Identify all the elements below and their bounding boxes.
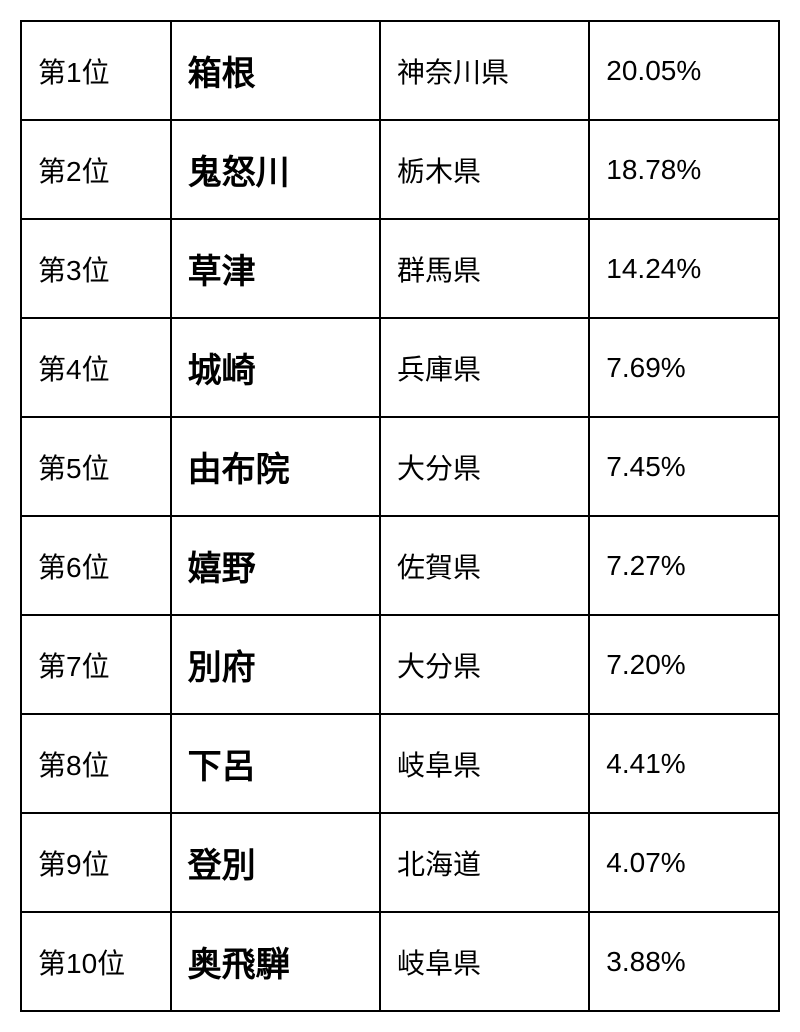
- name-cell: 城崎: [171, 318, 380, 417]
- percentage-cell: 7.45%: [589, 417, 779, 516]
- table-row: 第5位 由布院 大分県 7.45%: [21, 417, 779, 516]
- percentage-cell: 7.27%: [589, 516, 779, 615]
- prefecture-cell: 兵庫県: [380, 318, 589, 417]
- table-row: 第6位 嬉野 佐賀県 7.27%: [21, 516, 779, 615]
- name-cell: 別府: [171, 615, 380, 714]
- prefecture-cell: 大分県: [380, 417, 589, 516]
- prefecture-cell: 岐阜県: [380, 912, 589, 1011]
- prefecture-cell: 佐賀県: [380, 516, 589, 615]
- prefecture-cell: 北海道: [380, 813, 589, 912]
- percentage-cell: 7.20%: [589, 615, 779, 714]
- ranking-table-body: 第1位 箱根 神奈川県 20.05% 第2位 鬼怒川 栃木県 18.78% 第3…: [21, 21, 779, 1011]
- prefecture-cell: 岐阜県: [380, 714, 589, 813]
- name-cell: 鬼怒川: [171, 120, 380, 219]
- rank-cell: 第1位: [21, 21, 171, 120]
- prefecture-cell: 神奈川県: [380, 21, 589, 120]
- prefecture-cell: 大分県: [380, 615, 589, 714]
- ranking-table: 第1位 箱根 神奈川県 20.05% 第2位 鬼怒川 栃木県 18.78% 第3…: [20, 20, 780, 1012]
- rank-cell: 第5位: [21, 417, 171, 516]
- name-cell: 箱根: [171, 21, 380, 120]
- table-row: 第8位 下呂 岐阜県 4.41%: [21, 714, 779, 813]
- rank-cell: 第10位: [21, 912, 171, 1011]
- rank-cell: 第9位: [21, 813, 171, 912]
- percentage-cell: 3.88%: [589, 912, 779, 1011]
- name-cell: 奥飛騨: [171, 912, 380, 1011]
- name-cell: 嬉野: [171, 516, 380, 615]
- table-row: 第3位 草津 群馬県 14.24%: [21, 219, 779, 318]
- table-row: 第9位 登別 北海道 4.07%: [21, 813, 779, 912]
- name-cell: 草津: [171, 219, 380, 318]
- table-row: 第2位 鬼怒川 栃木県 18.78%: [21, 120, 779, 219]
- rank-cell: 第4位: [21, 318, 171, 417]
- table-row: 第4位 城崎 兵庫県 7.69%: [21, 318, 779, 417]
- name-cell: 下呂: [171, 714, 380, 813]
- percentage-cell: 4.41%: [589, 714, 779, 813]
- percentage-cell: 20.05%: [589, 21, 779, 120]
- percentage-cell: 4.07%: [589, 813, 779, 912]
- table-row: 第10位 奥飛騨 岐阜県 3.88%: [21, 912, 779, 1011]
- name-cell: 由布院: [171, 417, 380, 516]
- percentage-cell: 18.78%: [589, 120, 779, 219]
- name-cell: 登別: [171, 813, 380, 912]
- rank-cell: 第2位: [21, 120, 171, 219]
- rank-cell: 第6位: [21, 516, 171, 615]
- ranking-table-container: 第1位 箱根 神奈川県 20.05% 第2位 鬼怒川 栃木県 18.78% 第3…: [20, 20, 780, 1012]
- prefecture-cell: 群馬県: [380, 219, 589, 318]
- percentage-cell: 14.24%: [589, 219, 779, 318]
- prefecture-cell: 栃木県: [380, 120, 589, 219]
- rank-cell: 第8位: [21, 714, 171, 813]
- table-row: 第1位 箱根 神奈川県 20.05%: [21, 21, 779, 120]
- rank-cell: 第3位: [21, 219, 171, 318]
- table-row: 第7位 別府 大分県 7.20%: [21, 615, 779, 714]
- percentage-cell: 7.69%: [589, 318, 779, 417]
- rank-cell: 第7位: [21, 615, 171, 714]
